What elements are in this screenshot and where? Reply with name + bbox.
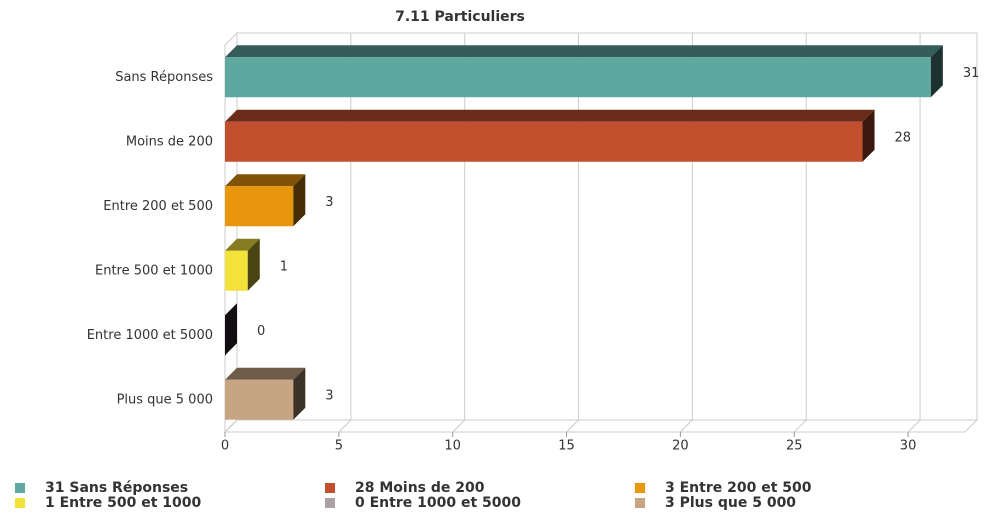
data-label: 0	[257, 324, 265, 339]
legend-label: 3 Plus que 5 000	[665, 495, 796, 511]
grid-line	[452, 33, 466, 433]
x-tick-label: 10	[444, 439, 461, 454]
bar-side	[247, 238, 260, 291]
bar-side	[225, 303, 237, 356]
legend-swatch	[325, 483, 335, 493]
bar-side	[930, 45, 943, 98]
data-label: 3	[325, 388, 333, 403]
bar-top	[225, 174, 306, 187]
bar	[225, 57, 931, 98]
bar-top	[225, 45, 943, 58]
bar-top	[225, 367, 306, 380]
bar-top	[225, 238, 260, 251]
grid-line	[907, 33, 921, 433]
x-tick-label: 30	[900, 439, 917, 454]
legend-swatch	[325, 498, 335, 508]
bar	[225, 186, 294, 227]
floor	[223, 419, 979, 433]
bar-side	[862, 109, 875, 162]
bar	[225, 379, 294, 420]
bar	[225, 250, 248, 291]
bar-side	[293, 367, 306, 420]
legend-label: 3 Entre 200 et 500	[665, 480, 812, 496]
y-tick-label: Plus que 5 000	[117, 392, 213, 407]
legend-swatch	[635, 483, 645, 493]
y-tick-label: Entre 200 et 500	[103, 199, 213, 214]
legend-label: 28 Moins de 200	[355, 480, 485, 496]
grid-line	[224, 33, 238, 433]
bar	[225, 121, 863, 162]
legend-swatch	[635, 498, 645, 508]
data-label: 31	[963, 66, 980, 81]
x-tick-label: 15	[558, 439, 575, 454]
grid-line	[680, 33, 693, 433]
x-tick-label: 20	[672, 439, 689, 454]
bar-top	[225, 109, 875, 122]
data-label: 1	[280, 259, 288, 274]
legend-label: 0 Entre 1000 et 5000	[355, 495, 521, 511]
x-tick-label: 5	[335, 439, 343, 454]
x-tick-label: 25	[786, 439, 803, 454]
legend-swatch	[15, 483, 25, 493]
grid-line	[566, 33, 580, 433]
grid-line	[338, 33, 352, 433]
legend-label: 1 Entre 500 et 1000	[45, 495, 201, 511]
data-label: 3	[325, 195, 333, 210]
y-tick-label: Sans Réponses	[115, 70, 213, 85]
chart-title: 7.11 Particuliers	[395, 9, 525, 25]
y-tick-label: Entre 1000 et 5000	[87, 328, 213, 343]
data-label: 28	[895, 130, 912, 145]
y-tick-label: Entre 500 et 1000	[95, 263, 213, 278]
y-tick-label: Moins de 200	[126, 134, 213, 149]
grid-line	[793, 33, 807, 433]
legend-label: 31 Sans Réponses	[45, 480, 188, 496]
bar-side	[293, 174, 306, 227]
x-tick-label: 0	[221, 439, 229, 454]
legend-swatch	[15, 498, 25, 508]
